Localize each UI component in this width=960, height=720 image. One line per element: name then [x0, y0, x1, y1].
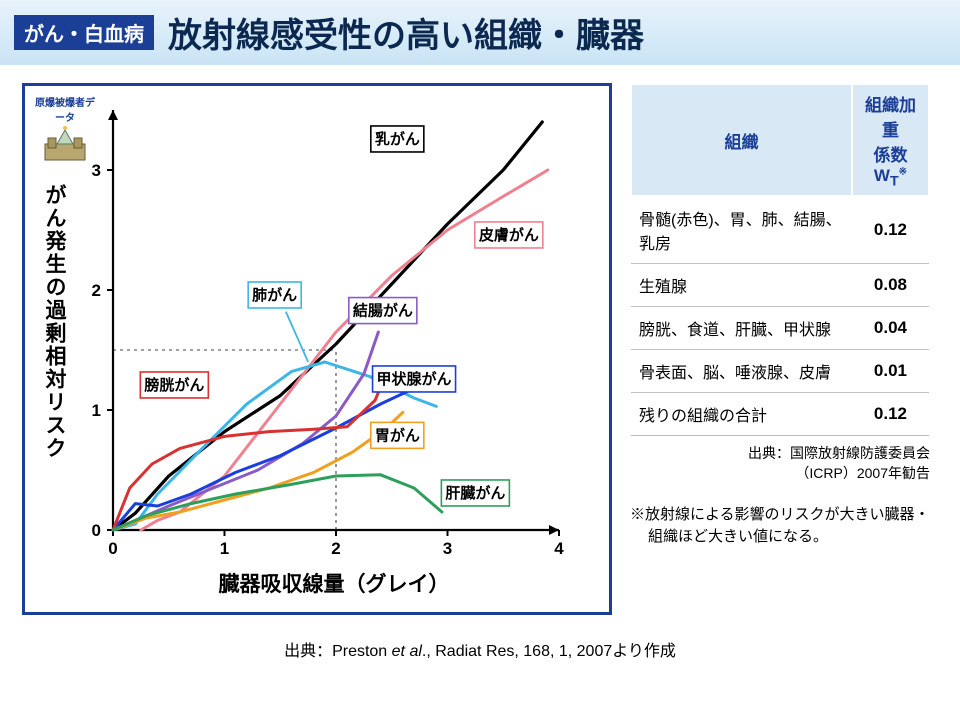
wt-cell: 0.12 — [852, 196, 929, 264]
table-header-wt: 組織加重係数WT※ — [852, 84, 929, 196]
table-row: 生殖腺0.08 — [631, 264, 929, 307]
wt-cell: 0.08 — [852, 264, 929, 307]
table-row: 膀胱、食道、肝臓、甲状腺0.04 — [631, 307, 929, 350]
tissue-cell: 膀胱、食道、肝臓、甲状腺 — [631, 307, 852, 350]
svg-text:4: 4 — [554, 539, 564, 558]
table-row: 残りの組織の合計0.12 — [631, 393, 929, 436]
wt-cell: 0.12 — [852, 393, 929, 436]
svg-text:肺がん: 肺がん — [252, 286, 297, 304]
page-title: 放射線感受性の高い組織・臓器 — [168, 8, 644, 57]
header: がん・白血病 放射線感受性の高い組織・臓器 — [0, 0, 960, 65]
svg-text:肝臓がん: 肝臓がん — [445, 484, 505, 502]
data-source-icon: 原爆被爆者データ — [35, 94, 95, 167]
tissue-cell: 骨表面、脳、唾液腺、皮膚 — [631, 350, 852, 393]
y-axis-label: がん発生の過剰相対リスク — [39, 184, 69, 598]
building-icon — [42, 124, 88, 162]
tissue-cell: 骨髄(赤色)、胃、肺、結腸、乳房 — [631, 196, 852, 264]
svg-text:2: 2 — [92, 281, 101, 300]
wt-cell: 0.04 — [852, 307, 929, 350]
svg-text:1: 1 — [92, 401, 101, 420]
line-chart: 012340123乳がん皮膚がん肺がん結腸がん甲状腺がん膀胱がん胃がん肝臓がん — [69, 96, 569, 566]
svg-text:0: 0 — [108, 539, 117, 558]
x-axis-label: 臓器吸収線量（グレイ） — [99, 568, 569, 598]
svg-text:結腸がん: 結腸がん — [353, 302, 413, 320]
table-header-tissue: 組織 — [631, 84, 852, 196]
chart-panel: 原爆被爆者データ がん発生の過剰相対リスク 012340123乳がん皮膚がん肺が… — [22, 83, 612, 615]
svg-text:3: 3 — [443, 539, 452, 558]
svg-text:皮膚がん: 皮膚がん — [479, 226, 539, 244]
svg-text:膀胱がん: 膀胱がん — [144, 376, 204, 394]
category-badge: がん・白血病 — [14, 15, 154, 50]
main: 原爆被爆者データ がん発生の過剰相対リスク 012340123乳がん皮膚がん肺が… — [0, 65, 960, 621]
svg-text:1: 1 — [220, 539, 229, 558]
svg-text:2: 2 — [331, 539, 340, 558]
table-source: 出典：国際放射線防護委員会 （ICRP）2007年勧告 — [630, 444, 930, 483]
tissue-cell: 残りの組織の合計 — [631, 393, 852, 436]
tissue-cell: 生殖腺 — [631, 264, 852, 307]
right-column: 組織 組織加重係数WT※ 骨髄(赤色)、胃、肺、結腸、乳房0.12生殖腺0.08… — [630, 83, 930, 615]
chart-source: 出典：Preston et al., Radiat Res, 168, 1, 2… — [0, 637, 960, 661]
svg-text:甲状腺がん: 甲状腺がん — [377, 370, 452, 388]
svg-text:乳がん: 乳がん — [375, 130, 420, 148]
weighting-factor-table: 組織 組織加重係数WT※ 骨髄(赤色)、胃、肺、結腸、乳房0.12生殖腺0.08… — [630, 83, 930, 436]
wt-cell: 0.01 — [852, 350, 929, 393]
table-row: 骨表面、脳、唾液腺、皮膚0.01 — [631, 350, 929, 393]
table-note: ※放射線による影響のリスクが大きい臓器・組織ほど大きい値になる。 — [630, 504, 930, 549]
svg-text:胃がん: 胃がん — [375, 426, 420, 444]
svg-text:0: 0 — [92, 521, 101, 540]
table-row: 骨髄(赤色)、胃、肺、結腸、乳房0.12 — [631, 196, 929, 264]
